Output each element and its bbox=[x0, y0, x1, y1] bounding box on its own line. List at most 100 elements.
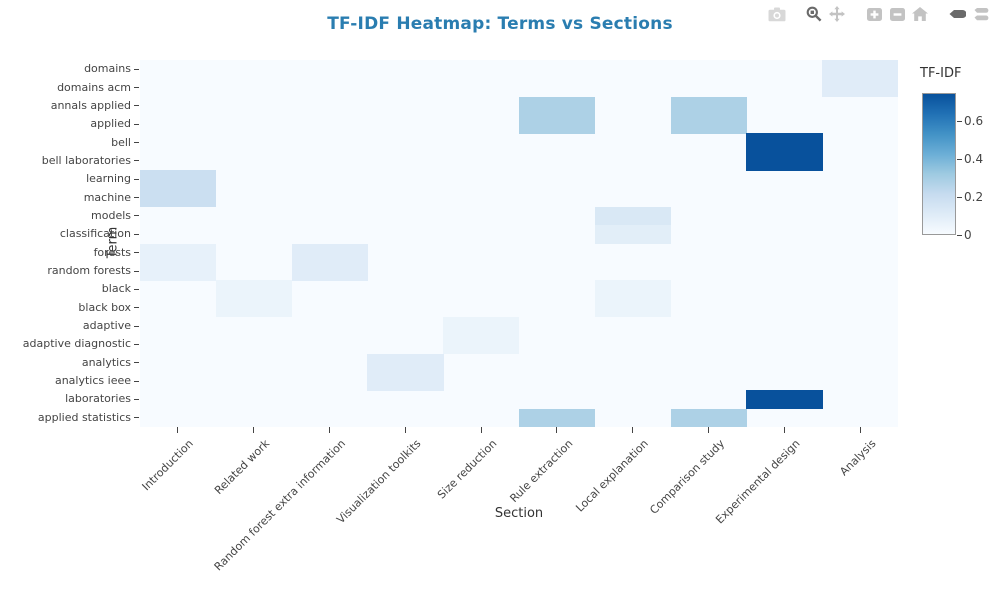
heatmap-cell[interactable] bbox=[670, 408, 747, 428]
y-tick-mark bbox=[134, 215, 139, 217]
heatmap-cell[interactable] bbox=[594, 206, 672, 226]
y-tick-label: applied statistics bbox=[37, 410, 131, 424]
download-plot-button[interactable] bbox=[767, 5, 787, 23]
y-tick-label: domains acm bbox=[57, 80, 131, 94]
x-tick-label: Introduction bbox=[139, 437, 197, 494]
zoom-out-icon bbox=[889, 7, 905, 21]
heatmap-cell[interactable] bbox=[670, 96, 747, 116]
zoom-mode-button[interactable] bbox=[804, 5, 824, 23]
modebar bbox=[750, 5, 990, 23]
heatmap-cell[interactable] bbox=[746, 390, 823, 410]
heatmap-cell[interactable] bbox=[519, 115, 596, 134]
heatmap-cell[interactable] bbox=[215, 280, 293, 300]
heatmap-cell[interactable] bbox=[140, 261, 217, 281]
heatmap-cell[interactable] bbox=[594, 298, 672, 318]
x-tick-label: Size reduction bbox=[434, 437, 500, 502]
heatmap-cell[interactable] bbox=[215, 298, 293, 318]
y-tick-mark bbox=[134, 160, 139, 162]
y-tick-label: classification bbox=[59, 227, 131, 241]
y-tick-label: bell bbox=[111, 135, 131, 149]
chart-title: TF-IDF Heatmap: Terms vs Sections bbox=[327, 14, 673, 34]
colorbar-tick-mark bbox=[957, 234, 962, 236]
y-tick-mark bbox=[134, 307, 139, 309]
colorbar-tick-label: 0.6 bbox=[964, 114, 984, 129]
y-tick-mark bbox=[134, 178, 139, 180]
colorbar-tick-mark bbox=[957, 120, 962, 122]
modebar-group-image bbox=[764, 5, 787, 23]
colorbar-gradient bbox=[922, 93, 956, 235]
y-tick-label: forests bbox=[93, 245, 131, 259]
y-tick-mark bbox=[134, 380, 139, 382]
y-tick-label: black bbox=[101, 282, 131, 296]
reset-axes-button[interactable] bbox=[910, 5, 930, 23]
y-tick-label: laboratories bbox=[65, 392, 131, 406]
heatmap-cell[interactable] bbox=[443, 335, 520, 355]
x-tick-mark bbox=[632, 427, 634, 433]
zoom-in-icon bbox=[866, 7, 882, 21]
heatmap-cell[interactable] bbox=[140, 170, 217, 189]
x-tick-mark bbox=[329, 427, 330, 433]
heatmap-cell[interactable] bbox=[367, 371, 444, 391]
y-tick-label: models bbox=[91, 208, 131, 222]
camera-icon bbox=[768, 7, 786, 21]
x-tick-mark bbox=[480, 427, 482, 433]
heatmap-cell[interactable] bbox=[670, 115, 747, 134]
x-tick-label: Rule extraction bbox=[507, 437, 576, 506]
heatmap-cell[interactable] bbox=[443, 316, 520, 336]
heatmap-cell[interactable] bbox=[291, 261, 368, 281]
y-tick-label: black box bbox=[78, 300, 131, 314]
colorbar-tick-label: 0.2 bbox=[964, 190, 984, 205]
heatmap-cell[interactable] bbox=[519, 96, 596, 116]
y-tick-mark bbox=[134, 87, 139, 89]
pan-icon bbox=[829, 6, 845, 22]
y-tick-label: bell laboratories bbox=[41, 153, 131, 167]
y-tick-mark bbox=[134, 362, 139, 364]
heatmap-cell[interactable] bbox=[822, 78, 899, 98]
home-icon bbox=[912, 7, 928, 21]
zoom-out-button[interactable] bbox=[887, 5, 907, 23]
colorbar-tick-mark bbox=[957, 196, 962, 198]
heatmap-plot-area[interactable] bbox=[140, 60, 899, 428]
y-tick-mark bbox=[134, 252, 139, 254]
heatmap-cell[interactable] bbox=[822, 60, 899, 79]
heatmap-cell[interactable] bbox=[140, 243, 217, 263]
y-tick-label: machine bbox=[83, 190, 131, 204]
hover-compare-icon-button[interactable] bbox=[970, 5, 990, 23]
heatmap-cell[interactable] bbox=[746, 133, 823, 153]
y-tick-mark bbox=[134, 123, 139, 125]
modebar-group-hover bbox=[944, 5, 990, 23]
hover-closest-icon bbox=[949, 10, 966, 18]
heatmap-cell[interactable] bbox=[367, 353, 444, 373]
y-tick-mark bbox=[134, 68, 139, 70]
hover-compare-icon bbox=[974, 8, 988, 21]
hover-closest-button[interactable] bbox=[947, 5, 967, 23]
y-tick-label: annals applied bbox=[50, 98, 131, 112]
y-tick-mark bbox=[134, 288, 139, 290]
y-tick-mark bbox=[134, 105, 139, 107]
x-tick-mark bbox=[404, 427, 406, 433]
x-tick-mark bbox=[253, 427, 255, 433]
y-tick-mark bbox=[134, 233, 139, 235]
colorbar-tick-label: 0.4 bbox=[964, 152, 984, 167]
y-tick-mark bbox=[134, 325, 139, 327]
y-tick-label: domains bbox=[84, 62, 131, 76]
colorbar-title: TF-IDF bbox=[920, 66, 962, 81]
x-tick-label: Related work bbox=[211, 437, 272, 498]
heatmap-cell[interactable] bbox=[519, 408, 596, 428]
y-tick-mark bbox=[134, 142, 139, 144]
heatmap-cell[interactable] bbox=[746, 151, 823, 171]
heatmap-cell[interactable] bbox=[291, 243, 368, 263]
zoom-in-button[interactable] bbox=[864, 5, 884, 23]
zoom-icon bbox=[806, 6, 822, 22]
heatmap-cell[interactable] bbox=[594, 280, 672, 300]
heatmap-cell[interactable] bbox=[594, 225, 672, 244]
heatmap-cell[interactable] bbox=[140, 188, 217, 208]
pan-mode-button[interactable] bbox=[827, 5, 847, 23]
x-tick-mark bbox=[783, 427, 785, 433]
y-tick-mark bbox=[134, 398, 139, 400]
y-tick-label: random forests bbox=[47, 264, 131, 278]
x-tick-mark bbox=[556, 427, 558, 433]
x-tick-mark bbox=[708, 427, 709, 433]
modebar-group-dragmode bbox=[801, 5, 847, 23]
